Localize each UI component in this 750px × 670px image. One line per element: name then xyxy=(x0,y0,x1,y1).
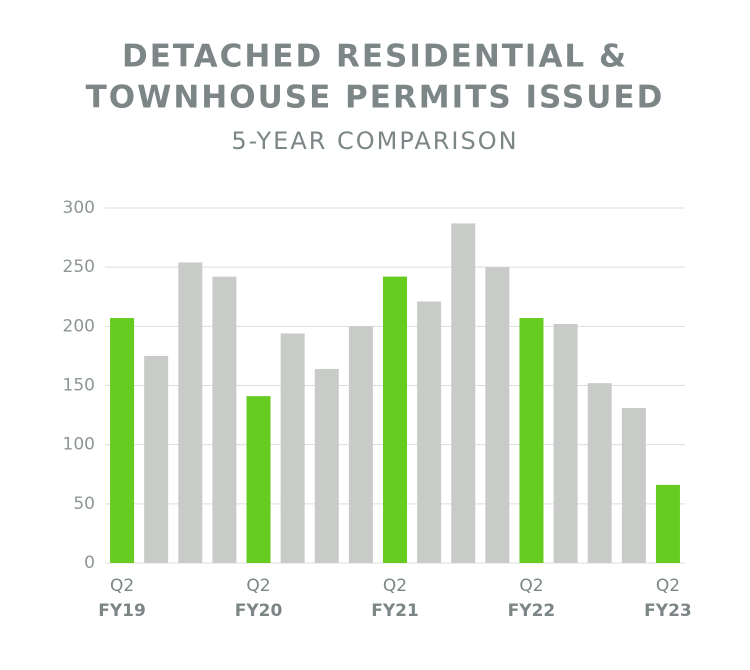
bar xyxy=(144,355,169,563)
y-tick-label: 150 xyxy=(63,376,95,396)
y-tick-label: 300 xyxy=(63,198,95,218)
bar xyxy=(314,368,339,563)
x-tick-label: Q2 xyxy=(656,576,680,596)
bar xyxy=(417,301,442,563)
chart-title: TOWNHOUSE PERMITS ISSUED xyxy=(86,80,665,116)
x-tick-label: FY20 xyxy=(235,601,283,621)
x-tick-label: FY19 xyxy=(98,601,146,621)
bar xyxy=(348,326,373,563)
y-tick-label: 0 xyxy=(84,553,95,573)
bar xyxy=(178,262,203,563)
bar xyxy=(485,267,510,563)
x-tick-label: Q2 xyxy=(383,576,407,596)
x-tick-label: Q2 xyxy=(246,576,270,596)
y-tick-label: 50 xyxy=(73,494,95,514)
bar xyxy=(212,276,237,563)
x-tick-label: FY23 xyxy=(644,601,692,621)
bar xyxy=(621,407,646,563)
bar xyxy=(587,383,612,563)
bar xyxy=(110,318,135,563)
y-tick-label: 200 xyxy=(63,316,95,336)
bar xyxy=(553,323,578,563)
bar xyxy=(655,484,680,563)
bar xyxy=(519,318,544,563)
bar xyxy=(280,333,305,563)
chart-title: DETACHED RESIDENTIAL & xyxy=(122,39,628,75)
y-tick-label: 250 xyxy=(63,257,95,277)
y-tick-label: 100 xyxy=(63,435,95,455)
bar xyxy=(383,276,407,563)
x-tick-label: FY21 xyxy=(371,601,419,621)
x-tick-label: Q2 xyxy=(519,576,543,596)
x-tick-label: FY22 xyxy=(508,601,556,621)
bar xyxy=(246,396,271,563)
x-tick-label: Q2 xyxy=(110,576,134,596)
chart-subtitle: 5-YEAR COMPARISON xyxy=(231,127,518,155)
bar xyxy=(451,223,476,563)
